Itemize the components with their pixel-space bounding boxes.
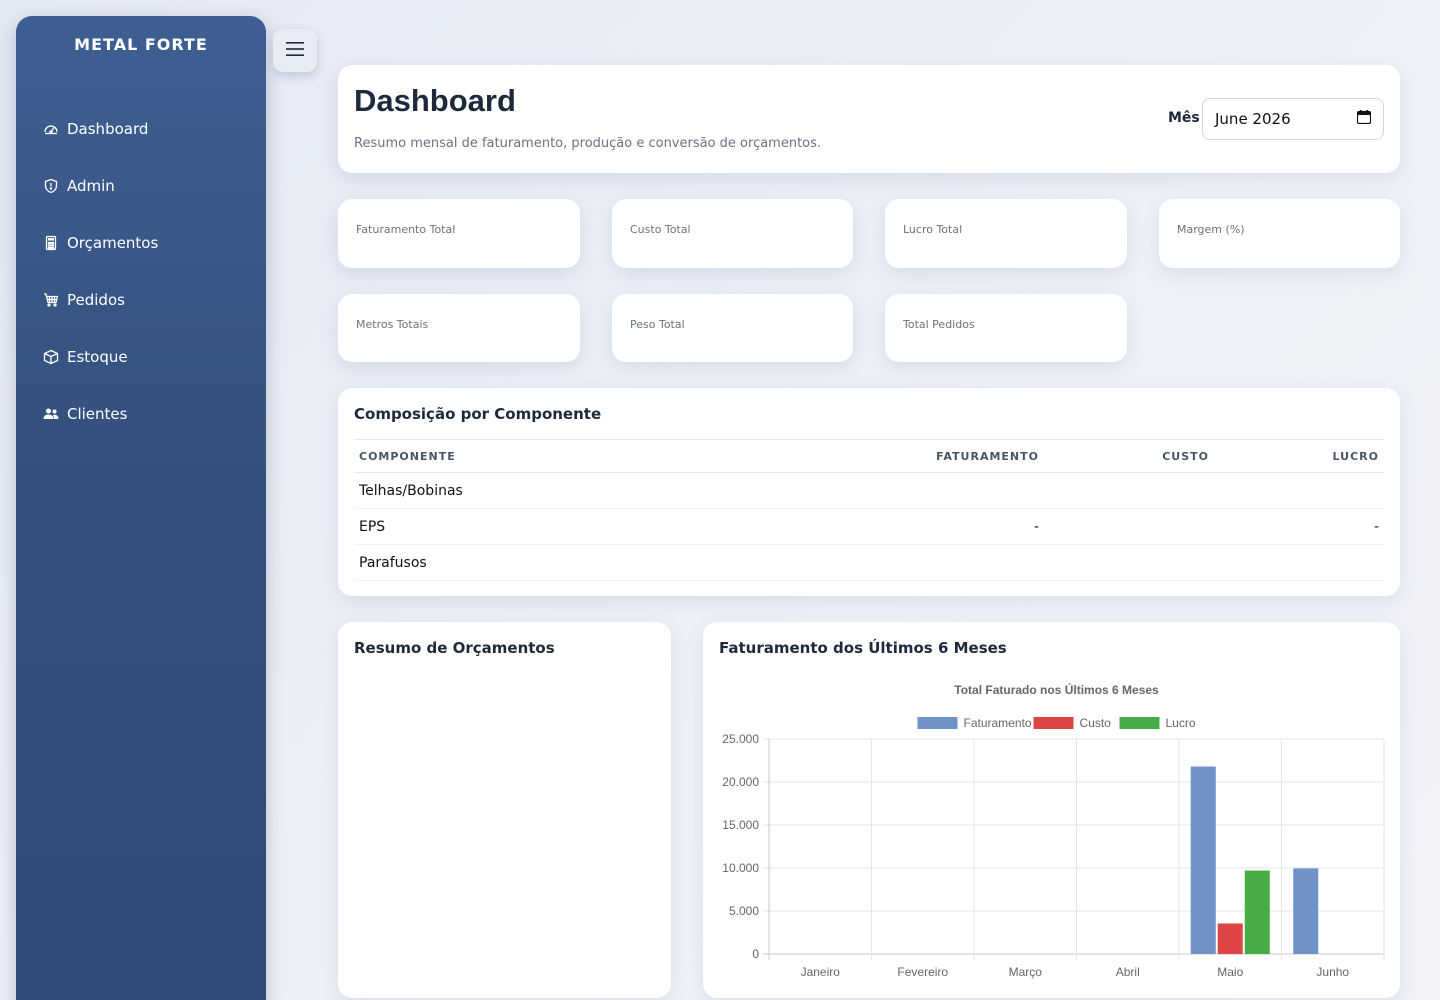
kpi-lucro-total: Lucro Total xyxy=(885,199,1127,268)
cell-custo xyxy=(1044,472,1214,509)
brand-logo: METAL FORTE xyxy=(74,35,208,54)
cell-faturamento xyxy=(874,472,1044,509)
kpi-metros-totais: Metros Totais xyxy=(338,294,580,362)
bar-chart: Total Faturado nos Últimos 6 Meses Fatura… xyxy=(722,682,1385,979)
col-faturamento: FATURAMENTO xyxy=(874,439,1044,473)
col-componente: COMPONENTE xyxy=(354,439,874,473)
sidebar-item-admin[interactable]: Admin xyxy=(16,157,266,214)
composicao-title: Composição por Componente xyxy=(354,405,602,423)
kpi-label: Metros Totais xyxy=(356,318,429,331)
bar-faturamento xyxy=(1190,766,1216,954)
cell-faturamento: - xyxy=(874,508,1044,545)
legend-label: Lucro xyxy=(1166,716,1196,730)
x-tick-label: Março xyxy=(1009,965,1043,979)
y-tick-label: 5.000 xyxy=(729,904,759,918)
table-row: Parafusos xyxy=(354,544,1384,581)
x-tick-label: Abril xyxy=(1116,965,1140,979)
cell-lucro xyxy=(1214,472,1384,509)
sidebar-item-clientes[interactable]: Clientes xyxy=(16,385,266,442)
shield-icon xyxy=(42,177,60,195)
resumo-orcamentos-card: Resumo de Orçamentos xyxy=(338,622,671,998)
y-tick-label: 25.000 xyxy=(722,732,759,746)
kpi-total-pedidos: Total Pedidos xyxy=(885,294,1127,362)
sidebar-item-label: Admin xyxy=(67,176,115,195)
kpi-custo-total: Custo Total xyxy=(612,199,853,268)
sidebar-item-estoque[interactable]: Estoque xyxy=(16,328,266,385)
y-tick-label: 0 xyxy=(752,947,759,961)
kpi-margem: Margem (%) xyxy=(1159,199,1400,268)
legend-label: Faturamento xyxy=(964,716,1032,730)
cart-icon xyxy=(42,291,60,309)
calculator-icon xyxy=(42,234,60,252)
col-custo: CUSTO xyxy=(1044,439,1214,473)
faturamento-chart-card: Faturamento dos Últimos 6 Meses Total Fa… xyxy=(703,622,1400,998)
box-icon xyxy=(42,348,60,366)
cell-lucro xyxy=(1214,544,1384,581)
month-input[interactable]: June 2026 xyxy=(1202,98,1384,140)
sidebar-item-orcamentos[interactable]: Orçamentos xyxy=(16,214,266,271)
gauge-icon xyxy=(42,120,60,138)
table-header-row: COMPONENTE FATURAMENTO CUSTO LUCRO xyxy=(354,439,1384,473)
users-icon xyxy=(42,405,60,423)
cell-componente: Parafusos xyxy=(354,544,874,581)
bar-faturamento xyxy=(1293,868,1319,954)
bar-lucro xyxy=(1244,870,1270,954)
kpi-label: Peso Total xyxy=(630,318,685,331)
cell-lucro: - xyxy=(1214,508,1384,545)
chart-card-title: Faturamento dos Últimos 6 Meses xyxy=(719,639,1007,657)
y-tick-label: 20.000 xyxy=(722,775,759,789)
sidebar: METAL FORTE Dashboard Admin Orçamentos P… xyxy=(16,16,266,1000)
y-tick-label: 15.000 xyxy=(722,818,759,832)
calendar-icon[interactable] xyxy=(1356,110,1372,128)
sidebar-nav: Dashboard Admin Orçamentos Pedidos Estoq… xyxy=(16,100,266,442)
month-label: Mês xyxy=(1168,110,1200,126)
sidebar-item-label: Dashboard xyxy=(67,119,149,138)
x-tick-label: Janeiro xyxy=(801,965,841,979)
legend-label: Custo xyxy=(1080,716,1112,730)
kpi-label: Total Pedidos xyxy=(903,318,975,331)
kpi-label: Lucro Total xyxy=(903,223,963,236)
cell-componente: Telhas/Bobinas xyxy=(354,472,874,509)
page-subtitle: Resumo mensal de faturamento, produção e… xyxy=(354,136,822,151)
sidebar-item-pedidos[interactable]: Pedidos xyxy=(16,271,266,328)
sidebar-item-dashboard[interactable]: Dashboard xyxy=(16,100,266,157)
kpi-label: Custo Total xyxy=(630,223,691,236)
menu-toggle-button[interactable] xyxy=(273,29,317,72)
kpi-label: Faturamento Total xyxy=(356,223,456,236)
x-tick-label: Fevereiro xyxy=(897,965,948,979)
header-card: Dashboard Resumo mensal de faturamento, … xyxy=(338,65,1400,173)
cell-componente: EPS xyxy=(354,508,874,545)
month-value: June 2026 xyxy=(1215,110,1291,128)
table-row: Telhas/Bobinas xyxy=(354,472,1384,509)
page-title: Dashboard xyxy=(354,83,516,118)
table-row: EPS - - xyxy=(354,508,1384,545)
legend-swatch xyxy=(1119,717,1160,729)
legend-swatch xyxy=(1033,717,1074,729)
kpi-peso-total: Peso Total xyxy=(612,294,853,362)
y-tick-label: 10.000 xyxy=(722,861,759,875)
cell-custo xyxy=(1044,508,1214,545)
hamburger-icon xyxy=(286,41,304,60)
cell-custo xyxy=(1044,544,1214,581)
bar-custo xyxy=(1217,923,1243,954)
legend-swatch xyxy=(917,717,958,729)
chart-title: Total Faturado nos Últimos 6 Meses xyxy=(954,682,1159,697)
cell-faturamento xyxy=(874,544,1044,581)
x-tick-label: Junho xyxy=(1316,965,1349,979)
sidebar-item-label: Clientes xyxy=(67,404,128,423)
x-tick-label: Maio xyxy=(1217,965,1243,979)
sidebar-item-label: Estoque xyxy=(67,347,128,366)
kpi-faturamento-total: Faturamento Total xyxy=(338,199,580,268)
composicao-card: Composição por Componente COMPONENTE FAT… xyxy=(338,388,1400,596)
sidebar-item-label: Orçamentos xyxy=(67,233,159,252)
col-lucro: LUCRO xyxy=(1214,439,1384,473)
composicao-table: COMPONENTE FATURAMENTO CUSTO LUCRO Telha… xyxy=(354,439,1384,581)
kpi-label: Margem (%) xyxy=(1177,223,1245,236)
resumo-title: Resumo de Orçamentos xyxy=(354,639,555,657)
sidebar-item-label: Pedidos xyxy=(67,290,125,309)
